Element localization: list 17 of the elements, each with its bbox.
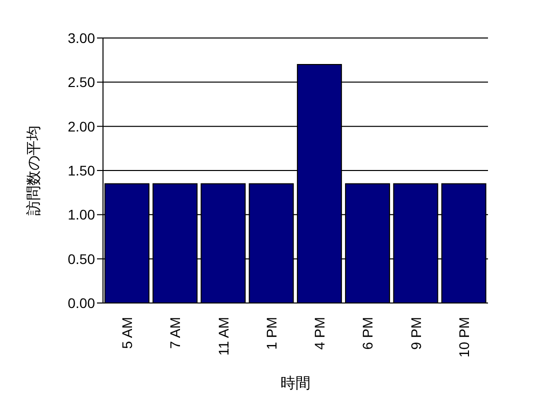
y-tick-label: 3.00 — [68, 30, 96, 46]
y-tick-label: 1.00 — [68, 206, 96, 223]
x-tick-label: 1 PM — [263, 317, 280, 350]
y-tick-label: 2.00 — [68, 118, 96, 134]
x-tick-label: 7 AM — [167, 317, 184, 349]
x-tick-label: 11 AM — [215, 317, 232, 356]
y-tick-label: 0.00 — [68, 294, 96, 311]
x-axis-title: 時間 — [280, 375, 310, 392]
x-tick-label: 10 PM — [456, 317, 472, 358]
x-tick-label: 9 PM — [408, 317, 424, 350]
x-tick-label: 5 AM — [119, 317, 136, 349]
y-tick-label: 2.50 — [68, 74, 96, 90]
y-tick-label: 0.50 — [68, 250, 96, 267]
x-tick-label: 6 PM — [360, 317, 376, 350]
x-tick-label: 4 PM — [312, 317, 328, 350]
y-tick-label: 1.50 — [68, 162, 96, 178]
y-axis-title: 訪問数の平均 — [25, 126, 42, 216]
